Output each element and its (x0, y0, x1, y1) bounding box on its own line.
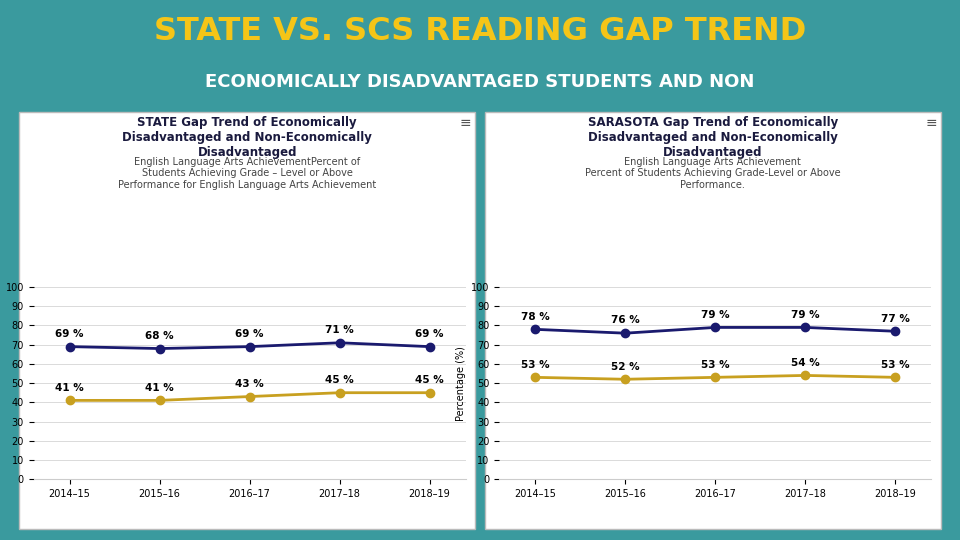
Text: 79 %: 79 % (701, 310, 730, 320)
Text: 54 %: 54 % (791, 357, 820, 368)
Text: English Language Arts Achievement
Percent of Students Achieving Grade-Level or A: English Language Arts Achievement Percen… (585, 157, 841, 190)
Text: STATE VS. SCS READING GAP TREND: STATE VS. SCS READING GAP TREND (154, 16, 806, 47)
Text: 41 %: 41 % (56, 383, 84, 393)
Text: 43 %: 43 % (235, 379, 264, 389)
Text: 71 %: 71 % (325, 325, 354, 335)
Legend: Non-Economically Disadvantaged, Economically Disadvantaged: Non-Economically Disadvantaged, Economic… (609, 538, 822, 540)
Text: 69 %: 69 % (416, 329, 444, 339)
Text: SARASOTA Gap Trend of Economically
Disadvantaged and Non-Economically
Disadvanta: SARASOTA Gap Trend of Economically Disad… (588, 116, 838, 159)
Text: 68 %: 68 % (145, 331, 174, 341)
Text: 77 %: 77 % (880, 314, 910, 323)
Text: 53 %: 53 % (701, 360, 730, 369)
Text: 41 %: 41 % (145, 383, 174, 393)
Text: 69 %: 69 % (235, 329, 264, 339)
Text: ECONOMICALLY DISADVANTAGED STUDENTS AND NON: ECONOMICALLY DISADVANTAGED STUDENTS AND … (205, 73, 755, 91)
Text: 79 %: 79 % (791, 310, 820, 320)
Text: STATE Gap Trend of Economically
Disadvantaged and Non-Economically
Disadvantaged: STATE Gap Trend of Economically Disadvan… (122, 116, 372, 159)
Legend: Non-Economically Disadvantaged, Economically Disadvantaged: Non-Economically Disadvantaged, Economic… (143, 538, 356, 540)
Text: 53 %: 53 % (881, 360, 909, 369)
Text: 76 %: 76 % (611, 315, 639, 326)
Text: English Language Arts AchievementPercent of
Students Achieving Grade – Level or : English Language Arts AchievementPercent… (118, 157, 376, 190)
Text: ≡: ≡ (925, 116, 937, 130)
Text: 45 %: 45 % (325, 375, 354, 385)
Text: 53 %: 53 % (521, 360, 549, 369)
Text: 78 %: 78 % (521, 312, 549, 322)
Text: 45 %: 45 % (416, 375, 444, 385)
Text: 69 %: 69 % (56, 329, 84, 339)
Y-axis label: Percentage (%): Percentage (%) (456, 346, 466, 421)
Text: ≡: ≡ (460, 116, 471, 130)
Text: 52 %: 52 % (611, 362, 639, 372)
